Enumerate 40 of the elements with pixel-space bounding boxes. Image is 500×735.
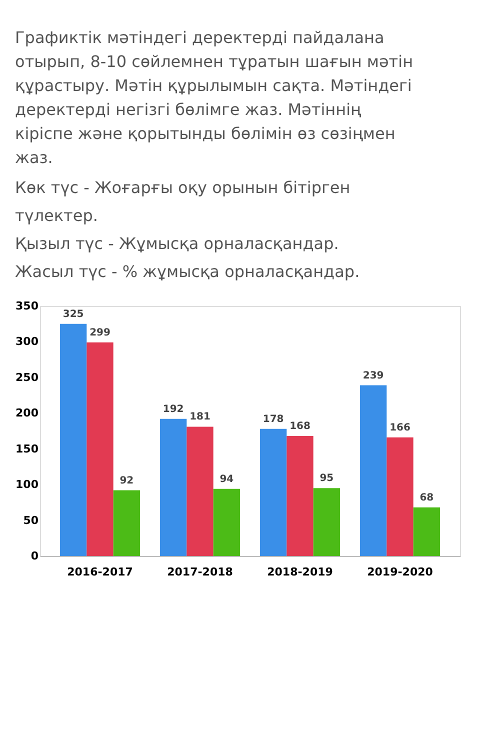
chart-title: Графиктік мәтіндегі деректерді пайдалана отырып, 8-10 сөйлемнен тұратын шағын мәтін құрастыру. Мәтін құрылымын сақта. Мәтіндегі деректерді негізгі бөлімге жаз. Мәтіннің кіріспе және қорытынды бөлімін өз сөзіңмен жаз. xyxy=(15,28,414,167)
bar xyxy=(313,488,340,556)
y-tick-label: 200 xyxy=(16,406,39,420)
bar xyxy=(413,507,440,556)
text: Жасыл түс - % жұмысқа орналасқандар. xyxy=(15,262,360,281)
bar xyxy=(386,437,414,556)
x-tick-label: 2016-2017 xyxy=(67,566,133,578)
data-label: 94 xyxy=(220,474,234,485)
bar xyxy=(360,385,387,556)
y-tick-label: 300 xyxy=(16,335,39,348)
y-tick-label: 150 xyxy=(16,442,39,456)
y-tick-label: 350 xyxy=(16,300,39,312)
data-label: 181 xyxy=(190,412,210,423)
x-tick-label: 2017-2018 xyxy=(167,566,233,578)
bar xyxy=(160,418,187,556)
data-label: 239 xyxy=(362,370,384,382)
bar xyxy=(260,428,287,556)
bar xyxy=(286,436,314,556)
data-label: 168 xyxy=(290,421,310,432)
y-tick-label: 0 xyxy=(30,550,39,562)
bar xyxy=(60,324,87,556)
bar xyxy=(186,426,214,556)
bar xyxy=(113,490,140,556)
data-label: 166 xyxy=(390,422,410,434)
text: Көк түс - Жоғарғы оқу орынын бітірген түлектер. xyxy=(15,178,350,225)
y-tick-label: 50 xyxy=(23,514,39,527)
bar xyxy=(213,488,240,556)
y-tick-label: 100 xyxy=(16,478,39,492)
data-label: 178 xyxy=(262,414,284,425)
data-label: 192 xyxy=(162,404,184,415)
data-label: 92 xyxy=(120,475,134,486)
data-label: 95 xyxy=(320,473,334,484)
x-tick-label: 2019-2020 xyxy=(367,566,434,578)
data-label: 325 xyxy=(62,308,84,320)
x-tick-label: 2018-2019 xyxy=(267,566,333,578)
bar xyxy=(86,342,114,556)
text: Қызыл түс - Жұмысқа орналасқандар. xyxy=(15,234,339,253)
data-label: 68 xyxy=(420,492,434,504)
data-label: 299 xyxy=(90,327,110,338)
y-tick-label: 250 xyxy=(16,370,39,384)
